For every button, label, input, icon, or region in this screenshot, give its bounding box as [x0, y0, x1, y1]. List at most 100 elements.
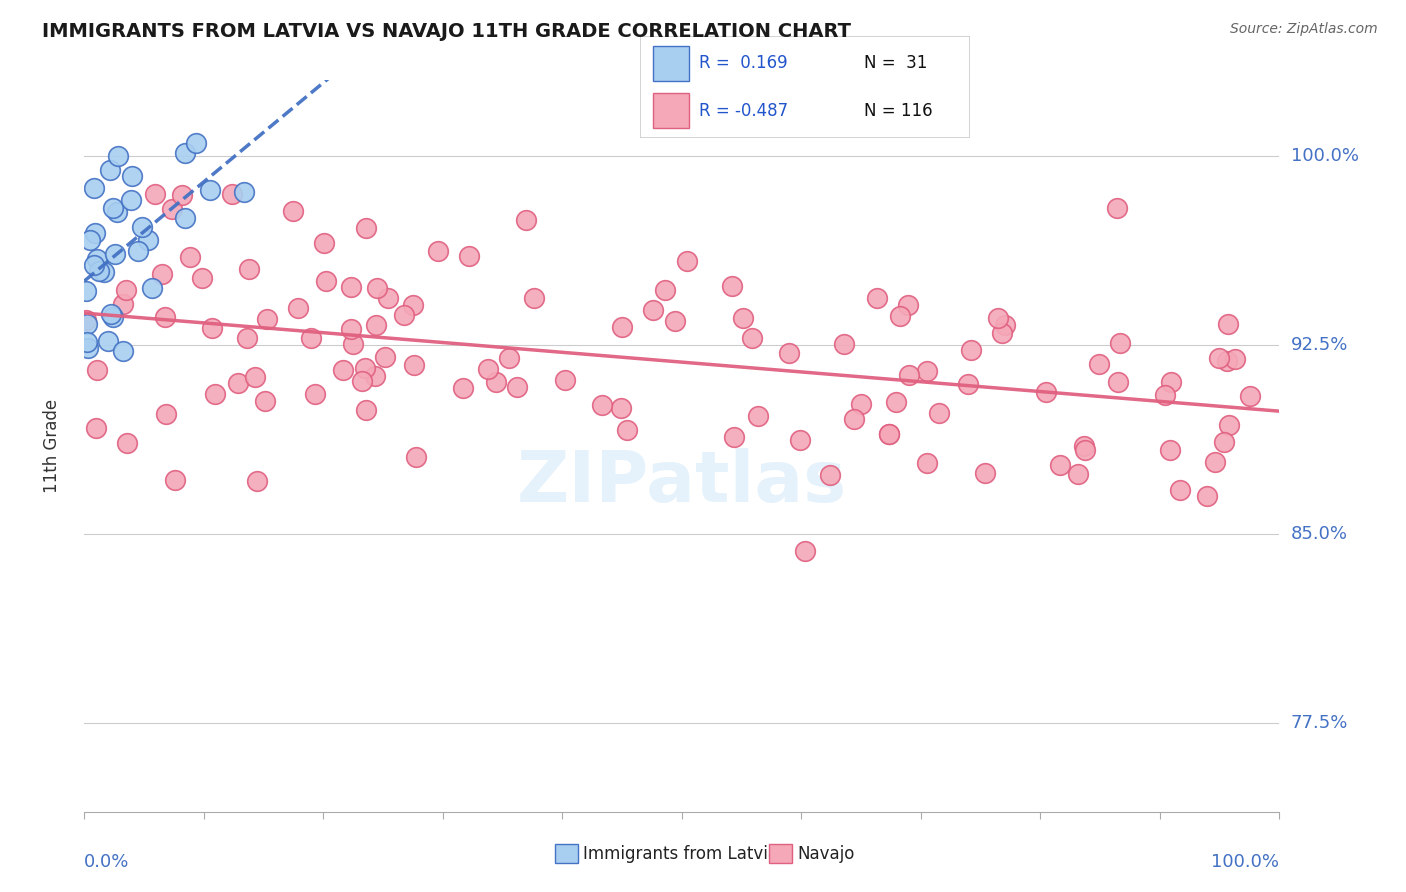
- Point: [339, 322, 361, 336]
- Point: [794, 544, 817, 558]
- Point: [1108, 335, 1130, 350]
- Point: [127, 244, 149, 259]
- Point: [987, 311, 1010, 326]
- Text: N =  31: N = 31: [865, 54, 928, 72]
- Point: [172, 188, 194, 202]
- Point: [616, 423, 638, 437]
- Point: [896, 298, 918, 312]
- Point: [402, 298, 425, 312]
- Point: [253, 394, 276, 409]
- Point: [221, 186, 243, 201]
- Point: [103, 310, 125, 324]
- Point: [104, 247, 127, 261]
- Point: [498, 351, 520, 366]
- Point: [405, 450, 427, 464]
- Point: [287, 301, 309, 315]
- Point: [121, 169, 143, 183]
- Point: [915, 456, 938, 470]
- Point: [83, 259, 105, 273]
- Text: 0.0%: 0.0%: [84, 854, 129, 871]
- Point: [105, 204, 128, 219]
- Point: [155, 310, 177, 325]
- Point: [1212, 435, 1234, 450]
- Point: [477, 362, 499, 376]
- Text: Immigrants from Latvia: Immigrants from Latvia: [583, 845, 779, 863]
- Point: [1049, 458, 1071, 472]
- Point: [851, 396, 873, 410]
- Text: R = -0.487: R = -0.487: [699, 102, 789, 120]
- Point: [364, 318, 387, 332]
- Bar: [652, 45, 689, 81]
- Point: [173, 211, 195, 225]
- Point: [877, 426, 900, 441]
- Point: [179, 250, 201, 264]
- Point: [733, 310, 755, 325]
- Point: [889, 310, 911, 324]
- Point: [103, 201, 125, 215]
- Point: [747, 409, 769, 423]
- Point: [960, 343, 983, 357]
- Point: [458, 249, 481, 263]
- Point: [76, 342, 98, 356]
- Point: [76, 317, 98, 331]
- Point: [641, 303, 664, 318]
- Point: [818, 468, 841, 483]
- Point: [1216, 354, 1239, 368]
- Point: [191, 271, 214, 285]
- Point: [1154, 388, 1177, 402]
- Point: [84, 421, 107, 435]
- Point: [186, 136, 208, 151]
- Point: [75, 313, 97, 327]
- Point: [120, 193, 142, 207]
- Point: [928, 407, 950, 421]
- Point: [506, 380, 529, 394]
- Point: [312, 235, 335, 250]
- Text: N = 116: N = 116: [865, 102, 934, 120]
- Point: [141, 280, 163, 294]
- Point: [98, 162, 121, 177]
- Point: [363, 368, 385, 383]
- Point: [299, 330, 322, 344]
- Point: [136, 233, 159, 247]
- Point: [664, 314, 686, 328]
- Text: 85.0%: 85.0%: [1291, 525, 1347, 543]
- Point: [354, 361, 377, 376]
- Point: [1216, 317, 1239, 331]
- Point: [427, 244, 450, 258]
- Point: [111, 344, 134, 359]
- Point: [956, 377, 979, 392]
- Point: [676, 254, 699, 268]
- Point: [204, 386, 226, 401]
- Point: [451, 381, 474, 395]
- Point: [610, 401, 633, 415]
- Point: [789, 433, 811, 447]
- Point: [654, 283, 676, 297]
- Point: [87, 263, 110, 277]
- Point: [256, 312, 278, 326]
- Point: [356, 403, 378, 417]
- Point: [366, 281, 388, 295]
- Text: R =  0.169: R = 0.169: [699, 54, 787, 72]
- Point: [1107, 375, 1129, 389]
- Point: [350, 374, 373, 388]
- Point: [1208, 351, 1230, 366]
- Text: Navajo: Navajo: [797, 845, 855, 863]
- Point: [235, 331, 257, 345]
- Text: 100.0%: 100.0%: [1212, 854, 1279, 871]
- Point: [356, 220, 378, 235]
- Point: [1035, 385, 1057, 400]
- Point: [112, 297, 135, 311]
- Point: [114, 283, 136, 297]
- Point: [201, 320, 224, 334]
- Text: Source: ZipAtlas.com: Source: ZipAtlas.com: [1230, 22, 1378, 37]
- Point: [917, 364, 939, 378]
- Point: [233, 186, 256, 200]
- Point: [160, 202, 183, 216]
- Point: [1239, 389, 1261, 403]
- Point: [155, 407, 177, 421]
- Point: [1105, 202, 1128, 216]
- Point: [994, 318, 1017, 333]
- Point: [720, 278, 742, 293]
- Point: [174, 146, 197, 161]
- Point: [332, 363, 354, 377]
